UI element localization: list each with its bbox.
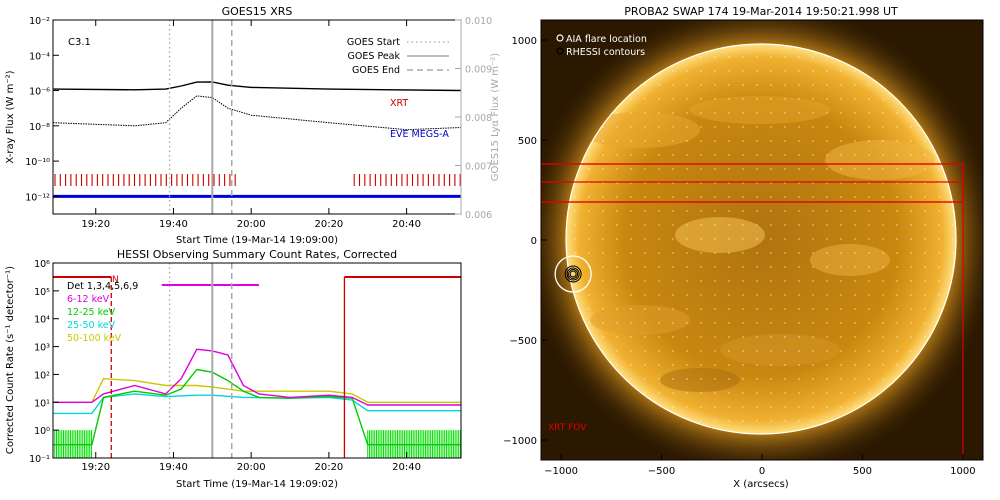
swap-title: PROBA2 SWAP 174 19-Mar-2014 19:50:21.998…	[624, 5, 898, 18]
hessi-legend: 6-12 keV 12-25 keV 25-50 keV 50-100 keV	[67, 294, 122, 344]
swap-x-tick-label: −1000	[544, 466, 578, 477]
hessi-y-tick-label: 10¹	[34, 398, 50, 409]
hessi-x-tick-label: 20:00	[237, 462, 266, 473]
flare-class-label: C3.1	[68, 37, 91, 48]
legend-goes-end: GOES End	[352, 65, 400, 76]
xrt-fov-label: XRT FOV	[548, 423, 587, 433]
goes-y-tick-label: 10⁻⁸	[29, 122, 50, 133]
hessi-y-tick-label: 10³	[34, 343, 50, 354]
hessi-y-tick-label: 10⁵	[34, 287, 50, 298]
legend-12-25kev: 12-25 keV	[67, 307, 116, 318]
night-label: N	[112, 275, 119, 285]
eve-annotation: EVE MEGS-A	[390, 129, 449, 140]
rhessi-contour	[569, 270, 577, 278]
hessi-y-tick-label: 10⁻¹	[29, 454, 50, 465]
goes-x-tick-label: 20:20	[314, 219, 343, 230]
goes-x-tick-label: 19:20	[81, 219, 110, 230]
hessi-x-tick-label: 19:20	[81, 462, 110, 473]
goes-long-channel-line	[53, 81, 461, 92]
flare-marker	[554, 255, 592, 293]
goes-y-tick-label: 10⁻⁴	[29, 51, 50, 62]
legend-aia-flare-location: AIA flare location	[566, 34, 647, 45]
swap-y-tick-label: 500	[518, 136, 537, 147]
legend-rhessi-contours: RHESSI contours	[566, 47, 645, 58]
goes-y-axis-label: X-ray Flux (W m⁻²)	[5, 70, 16, 163]
goes-right-y-tick-label: 0.008	[465, 113, 492, 124]
swap-y-tick-label: −1000	[503, 436, 537, 447]
goes-x-tick-label: 19:40	[159, 219, 188, 230]
goes-y-tick-label: 10⁻¹²	[25, 192, 50, 203]
goes-x-tick-label: 20:00	[237, 219, 266, 230]
goes-right-axis-label: GOES15 Lyα Flux (W m⁻²)	[490, 53, 501, 181]
rhessi-contour	[568, 269, 579, 279]
goes-legend: GOES Start GOES Peak GOES End	[347, 37, 449, 76]
xrt-annotation: XRT	[390, 98, 408, 109]
detector-label: Det 1,3,4,5,6,9	[67, 281, 138, 292]
hessi-y-tick-label: 10²	[34, 370, 50, 381]
swap-image-panel: PROBA2 SWAP 174 19-Mar-2014 19:50:21.998…	[503, 5, 984, 490]
swap-x-tick-label: 1000	[950, 466, 975, 477]
swap-x-tick-label: 500	[853, 466, 872, 477]
rhessi-contour	[566, 267, 580, 281]
legend-aia-symbol	[556, 34, 564, 42]
hessi-series-6-12-kev	[53, 348, 461, 406]
hessi-panel: HESSI Observing Summary Count Rates, Cor…	[5, 248, 462, 490]
goes-x-axis-label: Start Time (19-Mar-14 19:09:00)	[176, 235, 338, 246]
goes-right-y-tick-label: 0.009	[465, 65, 492, 76]
aia-flare-location-circle	[554, 255, 592, 293]
hessi-series-12-25-kev	[53, 368, 461, 446]
hessi-y-axis-label: Corrected Count Rate (s⁻¹ detector⁻¹)	[5, 266, 16, 454]
goes-right-y-tick-label: 0.006	[465, 210, 492, 221]
goes-y-tick-label: 10⁻²	[29, 16, 50, 27]
swap-x-tick-label: −500	[648, 466, 675, 477]
swap-y-tick-label: 1000	[512, 36, 537, 47]
swap-x-axis-label: X (arcsecs)	[733, 479, 789, 490]
goes-y-tick-label: 10⁻⁶	[29, 87, 50, 98]
hessi-y-tick-label: 10⁶	[34, 259, 50, 270]
hessi-x-tick-label: 20:20	[314, 462, 343, 473]
swap-legend: AIA flare location RHESSI contours	[556, 34, 647, 58]
goes-title: GOES15 XRS	[222, 5, 293, 18]
legend-goes-start: GOES Start	[347, 37, 400, 48]
rhessi-contour	[564, 265, 582, 283]
hessi-x-axis-label: Start Time (19-Mar-14 19:09:02)	[176, 479, 338, 490]
hessi-plot-frame	[52, 262, 462, 459]
hessi-title: HESSI Observing Summary Count Rates, Cor…	[117, 248, 397, 261]
legend-50-100kev: 50-100 keV	[67, 333, 122, 344]
legend-25-50kev: 25-50 keV	[67, 320, 116, 331]
hessi-x-tick-label: 19:40	[159, 462, 188, 473]
hessi-y-tick-label: 10⁰	[34, 426, 50, 437]
goes-y-tick-label: 10⁻¹⁰	[25, 157, 50, 168]
xrt-fov-box	[541, 181, 964, 203]
goes-x-tick-label: 20:40	[392, 219, 421, 230]
goes-xrs-panel: GOES15 XRS 19:20 19:40 20:00 20:20 20:40 10⁻…	[5, 5, 501, 246]
legend-goes-peak: GOES Peak	[348, 51, 401, 62]
swap-x-tick-label: 0	[759, 466, 765, 477]
swap-y-tick-label: −500	[510, 336, 537, 347]
hessi-y-tick-label: 10⁴	[34, 315, 50, 326]
solar-limb	[565, 43, 957, 435]
goes-right-y-tick-label: 0.010	[465, 16, 492, 27]
hessi-x-tick-label: 20:40	[392, 462, 421, 473]
goes-right-y-tick-label: 0.007	[465, 162, 492, 173]
swap-y-tick-label: 0	[531, 236, 537, 247]
solar-texture	[566, 44, 956, 434]
legend-6-12kev: 6-12 keV	[67, 294, 110, 305]
goes-plot-frame	[52, 19, 462, 215]
legend-rhessi-symbol	[556, 47, 564, 55]
